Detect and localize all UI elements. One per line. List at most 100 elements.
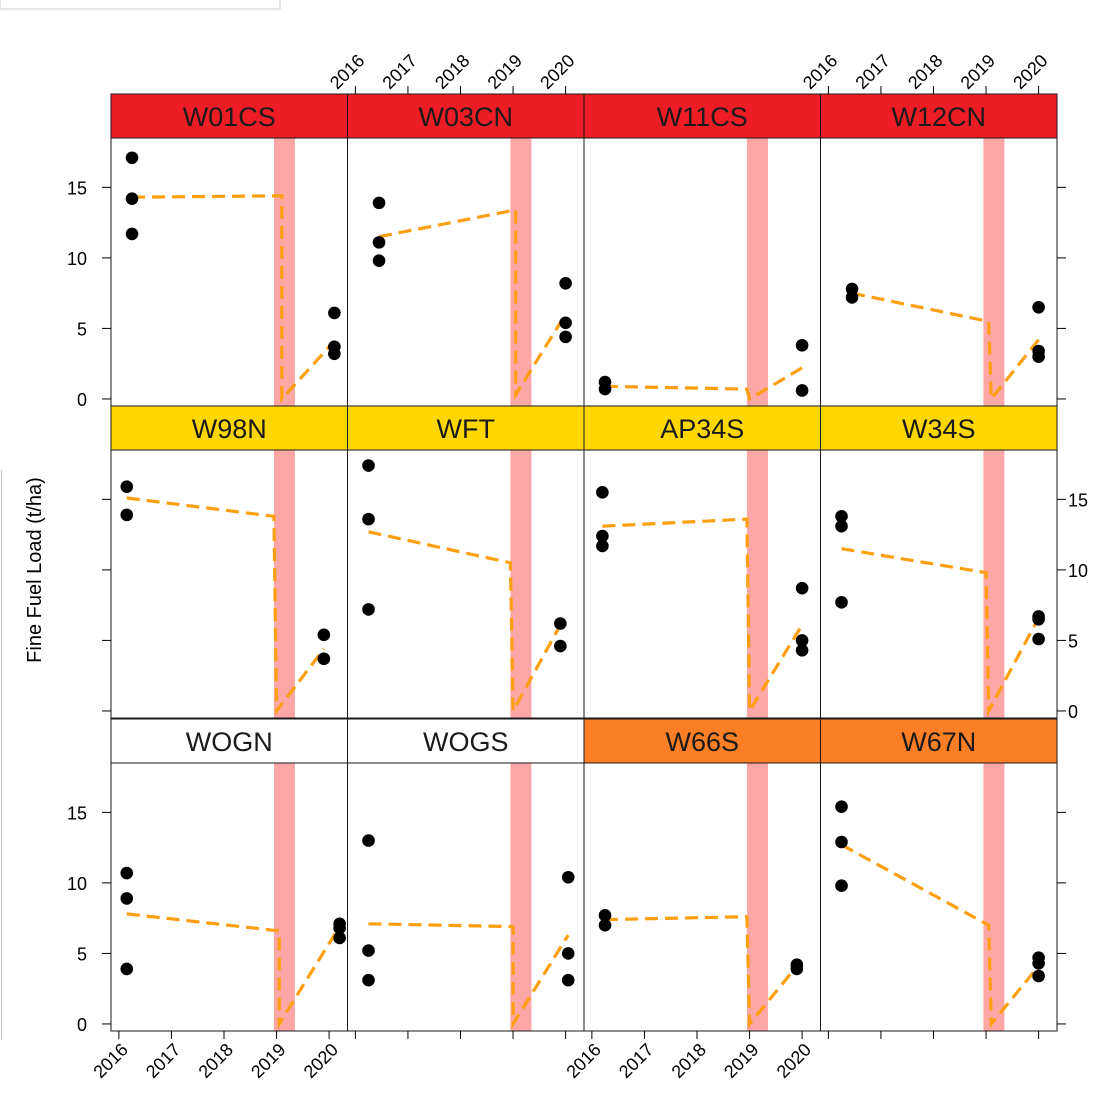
x-tick-label: 2019	[247, 1040, 289, 1082]
data-point	[795, 643, 809, 657]
data-point	[835, 519, 848, 533]
strip-label: AP34S	[660, 414, 744, 444]
intervention-band	[273, 763, 295, 1031]
panel-wogs: WOGS	[347, 718, 585, 1039]
data-point	[559, 276, 572, 290]
intervention-band	[746, 763, 768, 1031]
strip-w98n	[110, 405, 348, 451]
intervention-band	[273, 138, 295, 406]
data-point	[328, 306, 341, 320]
y-tick-label: 15	[67, 178, 87, 198]
intervention-band	[510, 450, 532, 718]
strip-wogn	[110, 718, 348, 764]
data-point	[559, 330, 572, 344]
panel-w34s: W34S 0 5 10 15	[820, 405, 1088, 722]
data-point	[120, 892, 134, 905]
panel-border	[110, 762, 348, 1032]
x-tick-label: 2017	[851, 51, 893, 93]
panel-w01cs: W01CS 0 5 10 15	[67, 93, 348, 410]
x-tick-label: 2018	[668, 1040, 710, 1082]
trend-line	[126, 496, 326, 716]
intervention-band	[510, 138, 532, 406]
panel-border	[820, 137, 1058, 407]
data-point	[790, 962, 804, 976]
data-point	[120, 480, 134, 493]
trend-line	[851, 291, 1040, 404]
data-point	[598, 918, 612, 932]
strip-wft	[347, 405, 585, 451]
y-tick-label: 0	[1068, 702, 1078, 722]
panel-wft: WFT	[347, 405, 585, 719]
y-tick-label: 5	[77, 944, 87, 964]
panel-w03cn: W03CN 2016 2017 2018 2019 2020	[326, 51, 585, 407]
intervention-band	[983, 138, 1005, 406]
data-point	[795, 634, 809, 647]
y-tick-label: 5	[1068, 631, 1078, 651]
trend-line	[131, 194, 336, 404]
panel-border	[347, 762, 585, 1032]
strip-label: W67N	[901, 727, 976, 757]
panel-w67n: W67N	[820, 718, 1066, 1039]
data-point	[561, 973, 575, 987]
x-tick-label: 2018	[431, 51, 473, 93]
strip-label: W11CS	[657, 102, 748, 132]
data-point	[596, 539, 609, 553]
panel-border	[110, 449, 348, 719]
panel-border	[820, 762, 1058, 1032]
data-point	[125, 151, 139, 165]
intervention-band	[273, 450, 295, 718]
data-point	[845, 291, 859, 304]
data-point	[596, 486, 609, 499]
data-point	[362, 834, 375, 847]
x-tick-label: 2016	[562, 1040, 604, 1082]
panel-border	[110, 137, 348, 407]
data-point	[1032, 956, 1045, 970]
trend-line	[604, 915, 799, 1029]
x-tick-label: 2020	[300, 1040, 342, 1082]
legend-box	[0, 0, 281, 10]
trend-line	[602, 517, 804, 717]
strip-label: W01CS	[183, 102, 276, 132]
data-point	[795, 384, 809, 397]
panel-border	[347, 137, 585, 407]
data-point	[561, 947, 575, 960]
y-tick-label: 10	[1068, 561, 1088, 581]
data-point	[362, 603, 375, 616]
x-tick-label: 2018	[904, 51, 946, 93]
x-tick-label: 2019	[484, 51, 526, 93]
x-tick-label: 2019	[957, 51, 999, 93]
intervention-band	[746, 138, 768, 406]
data-point	[362, 459, 375, 472]
x-tick-label: 2017	[615, 1040, 657, 1082]
data-point	[1032, 969, 1045, 983]
data-point	[835, 596, 848, 609]
data-point	[362, 944, 375, 957]
x-tick-label: 2020	[1009, 51, 1051, 93]
data-point	[1032, 612, 1045, 626]
panel-w11cs: W11CS	[583, 93, 821, 407]
data-point	[561, 870, 575, 884]
data-point	[120, 962, 134, 976]
data-point	[328, 347, 341, 361]
data-point	[362, 512, 375, 526]
panel-wogn: WOGN 2016 2017 2018 2019 2020 0 5 10 15	[67, 718, 348, 1082]
trend-line	[368, 922, 570, 1030]
trend-line	[604, 366, 803, 402]
data-point	[598, 382, 612, 396]
y-tick-label: 10	[67, 874, 87, 894]
strip-label: WFT	[437, 414, 495, 444]
strip-label: W12CN	[891, 102, 986, 132]
x-tick-label: 2018	[195, 1040, 237, 1082]
data-point	[120, 508, 134, 522]
strip-w67n	[820, 718, 1058, 764]
intervention-band	[983, 763, 1005, 1031]
strip-label: W98N	[192, 414, 267, 444]
data-point	[1032, 300, 1045, 314]
trend-line	[841, 547, 1041, 718]
data-point	[1032, 632, 1045, 646]
data-point	[125, 227, 139, 241]
trend-line	[126, 912, 341, 1030]
data-point	[333, 921, 346, 935]
data-point	[596, 529, 609, 543]
